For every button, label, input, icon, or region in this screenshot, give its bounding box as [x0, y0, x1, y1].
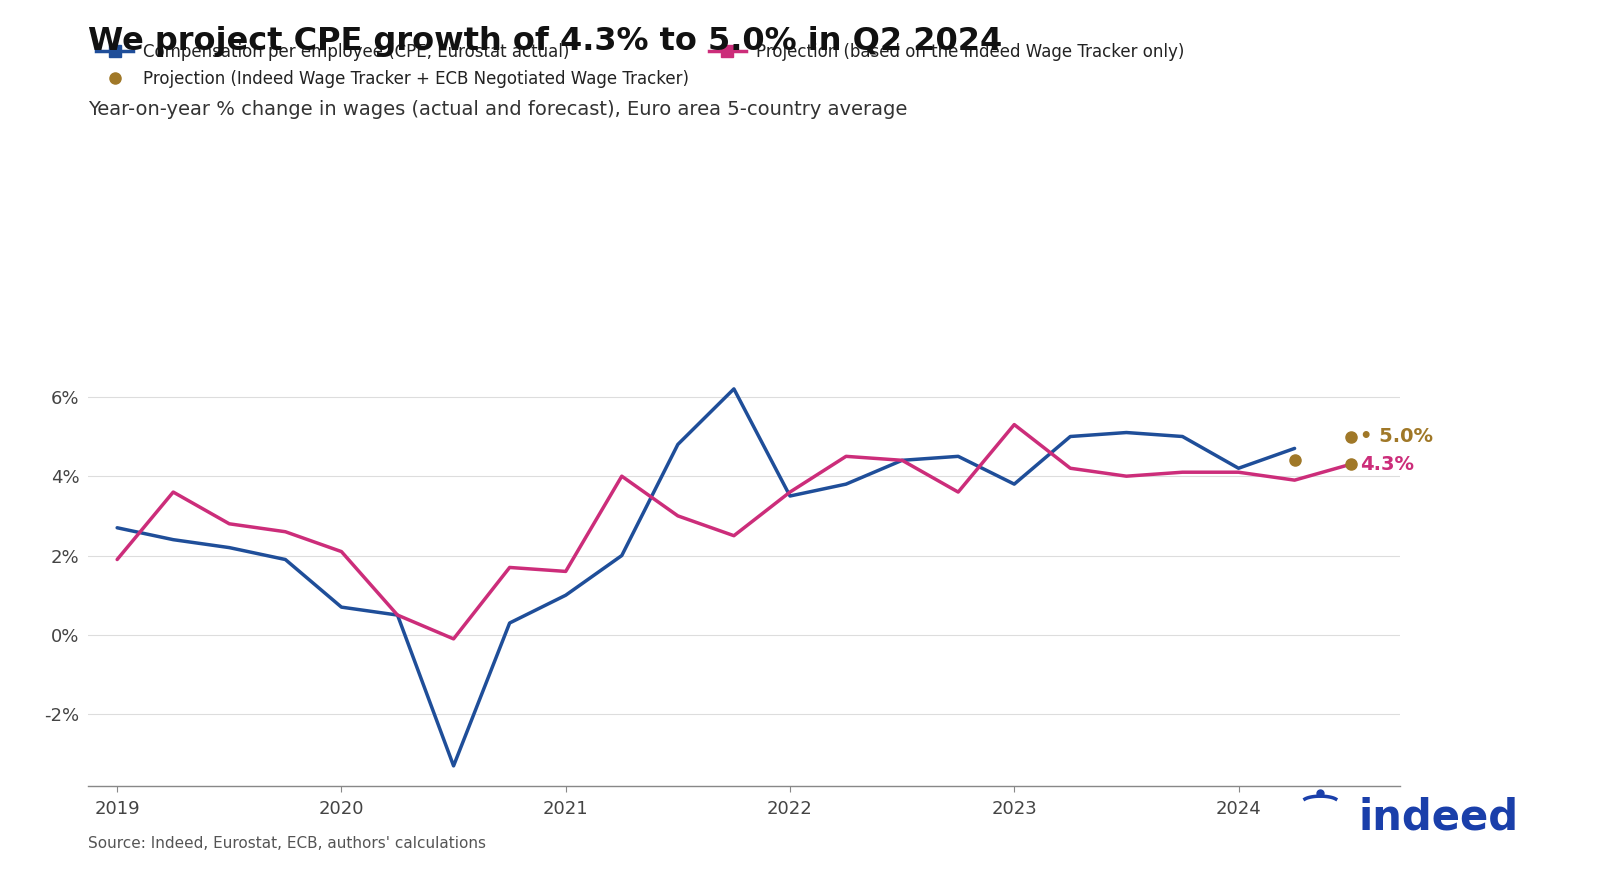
- Text: Source: Indeed, Eurostat, ECB, authors' calculations: Source: Indeed, Eurostat, ECB, authors' …: [88, 836, 486, 851]
- Text: 4.3%: 4.3%: [1360, 455, 1414, 474]
- Text: We project CPE growth of 4.3% to 5.0% in Q2 2024: We project CPE growth of 4.3% to 5.0% in…: [88, 26, 1002, 58]
- Text: Year-on-year % change in wages (actual and forecast), Euro area 5-country averag: Year-on-year % change in wages (actual a…: [88, 100, 907, 120]
- Text: indeed: indeed: [1358, 796, 1518, 838]
- Text: • 5.0%: • 5.0%: [1360, 427, 1432, 446]
- Legend: Compensation per employee (CPE, Eurostat actual), Projection (Indeed Wage Tracke: Compensation per employee (CPE, Eurostat…: [96, 44, 1184, 87]
